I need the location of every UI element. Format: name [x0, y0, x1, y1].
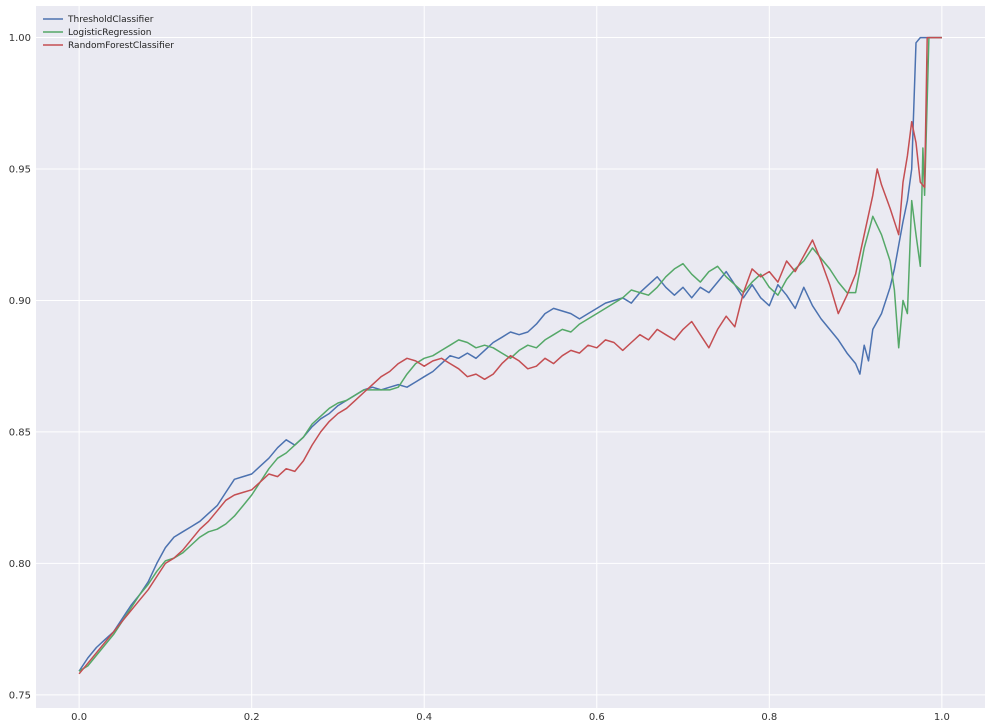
tick-layer: 0.0 0.2 0.4 0.6 0.8 1.0 0.75 0.80 0.85 0.90 0.95 1.… [9, 33, 950, 723]
y-tick-label: 0.75 [9, 690, 31, 701]
legend-label: ThresholdClassifier [67, 15, 154, 25]
y-tick-label: 1.00 [9, 33, 31, 44]
grid-layer [36, 6, 985, 708]
x-tick-label: 1.0 [934, 712, 950, 723]
legend-item: ThresholdClassifier [43, 15, 154, 25]
legend: ThresholdClassifier LogisticRegression Ran… [43, 15, 174, 51]
series-line-randomforestclassifier [78, 36, 942, 675]
plot-area [36, 6, 985, 708]
series-line-thresholdclassifier [78, 36, 942, 672]
legend-label: RandomForestClassifier [68, 41, 174, 51]
legend-item: LogisticRegression [43, 28, 151, 38]
x-tick-label: 0.8 [761, 712, 777, 723]
y-tick-label: 0.80 [9, 559, 31, 570]
series-line-logisticregression [78, 36, 942, 672]
series-layer [78, 36, 942, 675]
legend-label: LogisticRegression [68, 28, 151, 38]
y-tick-label: 0.90 [9, 296, 31, 307]
x-tick-label: 0.4 [416, 712, 432, 723]
x-tick-label: 0.2 [244, 712, 260, 723]
x-tick-label: 0.0 [71, 712, 87, 723]
y-tick-label: 0.95 [9, 165, 31, 176]
legend-item: RandomForestClassifier [43, 41, 174, 51]
y-tick-label: 0.85 [9, 427, 31, 438]
x-tick-label: 0.6 [589, 712, 605, 723]
